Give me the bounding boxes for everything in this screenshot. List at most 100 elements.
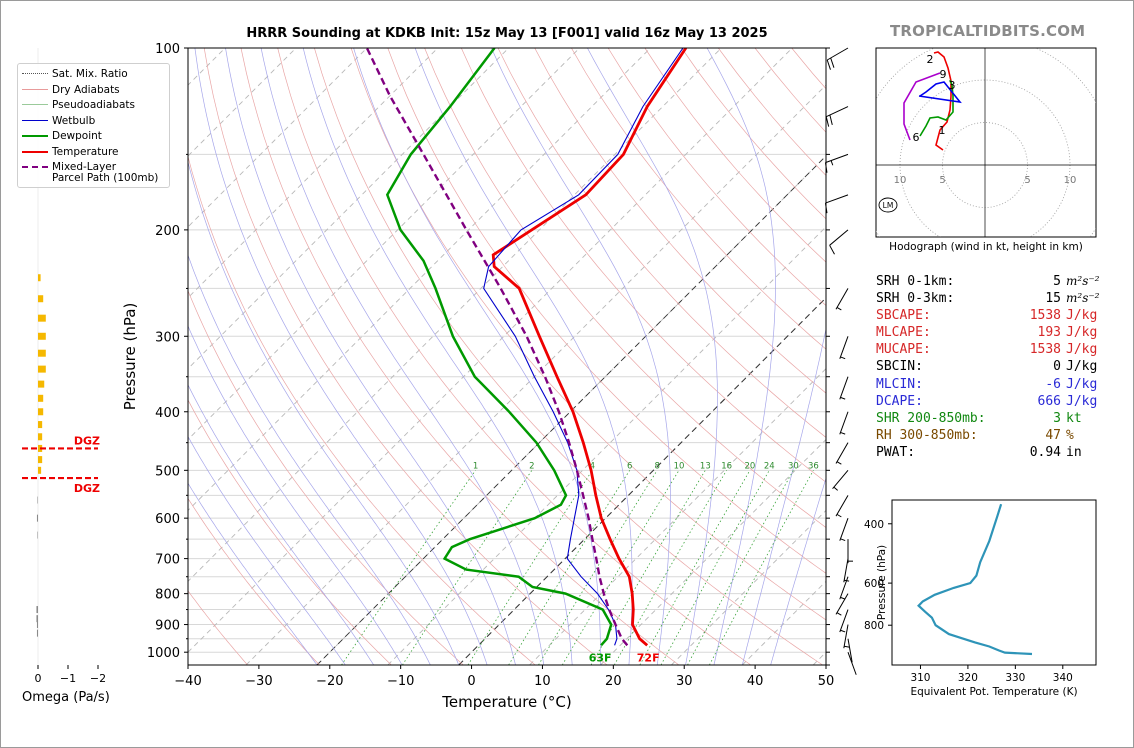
wind-barb-flag [829, 245, 835, 255]
omega-neg-bar [36, 629, 38, 637]
wind-barb-flag [829, 114, 833, 126]
mixing-ratio-label: 8 [654, 461, 659, 471]
y-tick-label: 1000 [147, 646, 180, 661]
brand-watermark: TROPICALTIDBITS.COM [890, 22, 1086, 40]
stat-value: 666 [1037, 393, 1061, 409]
x-tick-label: 0 [467, 674, 475, 689]
skewt-background-lines: 1 2 4 6 8 10 13 16 20 24 30 36 [188, 48, 826, 665]
legend-label: Temperature [52, 145, 119, 158]
stat-label: SRH 0-1km: [876, 274, 955, 289]
wind-barb-flag [826, 59, 831, 70]
hodograph-caption: Hodograph (wind in kt, height in km) [889, 241, 1083, 253]
mixing-ratio-line [709, 470, 814, 665]
stat-unit: m²s⁻² [1066, 274, 1100, 288]
hodograph-lm-marker [878, 197, 898, 213]
omega-bar [38, 365, 46, 373]
stat-label: MUCAPE: [876, 342, 931, 358]
hodograph-plot: 10 5 5 10 293 1 6 LM [876, 48, 1096, 237]
mixing-ratio-label: 20 [745, 461, 756, 471]
omega-bar [38, 408, 44, 416]
hodograph-height-label: 9 [940, 68, 947, 81]
mixing-ratio-label: 1 [473, 461, 478, 471]
wind-barb [835, 288, 849, 311]
stat-unit: in [1066, 444, 1082, 460]
skewt-frame [187, 47, 827, 666]
stat-row: MLCIN: -6 J/kg [876, 376, 1097, 393]
wind-barb-staff [839, 376, 849, 400]
moist-adiabat-line [770, 476, 826, 665]
omega-neg-bar [37, 531, 38, 539]
omega-bar [38, 274, 41, 282]
isotherm-line [387, 226, 826, 665]
x-tick-label: 50 [818, 674, 835, 689]
stat-label: DCAPE: [876, 393, 923, 409]
stat-value: 0.94 [1029, 444, 1061, 460]
legend-swatch [22, 150, 48, 153]
legend-entry: Temperature [18, 145, 169, 159]
isotherm-line [245, 84, 826, 665]
stat-unit: kt [1066, 410, 1082, 426]
mixing-ratio-line [508, 470, 631, 665]
legend-label: Wetbulb [52, 114, 96, 127]
stat-unit: % [1066, 427, 1074, 443]
stat-unit: m²s⁻² [1066, 291, 1100, 306]
wind-barb [839, 411, 849, 435]
omega-bar [38, 314, 46, 322]
stat-row: RH 300-850mb: 47% [876, 427, 1096, 444]
moist-adiabat-line [225, 48, 516, 665]
wind-barb [847, 539, 853, 564]
wind-barb-staff [835, 288, 849, 310]
temperature-line [491, 48, 688, 647]
x-tick-label: 40 [747, 674, 764, 689]
dry-adiabat-line [607, 48, 826, 307]
wind-barb [835, 442, 849, 465]
wind-barb-half [840, 396, 846, 400]
stats-table: SRH 0-1km: 5 m²s⁻² SRH 0-3km: 15 m²s⁻² SBCAPE:… [876, 273, 1100, 461]
y-tick-label: 200 [155, 224, 180, 239]
wind-barb-staff [835, 495, 849, 517]
dgz-top-label: DGZ [74, 434, 100, 447]
legend-swatch [22, 104, 48, 105]
wind-barb-staff [839, 411, 849, 435]
omega-tick-label: −1 [60, 672, 76, 685]
dry-adiabat-line [534, 48, 826, 394]
wind-barb-staff [847, 638, 853, 663]
theta-e-x-tick-label: 320 [958, 672, 978, 684]
theta-e-y-tick-label: 400 [864, 519, 884, 531]
isotherm-line [188, 48, 580, 441]
wind-barb [839, 609, 849, 633]
moist-adiabat-line [188, 384, 374, 665]
hodograph-frame [875, 47, 1097, 238]
omega-axis-label: Omega (Pa/s) [22, 690, 110, 705]
mixing-ratio-label: 4 [590, 461, 595, 471]
wind-barb-flag [825, 116, 830, 127]
wind-barb-staff [825, 194, 849, 204]
moist-adiabat-line [491, 48, 671, 665]
legend-label: Sat. Mix. Ratio [52, 68, 128, 80]
y-tick-label: 800 [155, 588, 180, 603]
x-tick-label: −30 [245, 674, 272, 689]
theta-e-x-tick-label: 310 [910, 672, 930, 684]
omega-bar [38, 349, 46, 357]
isotherm-line [188, 48, 509, 370]
dry-adiabat-line [188, 289, 464, 665]
y-axis-label: Pressure (hPa) [121, 303, 139, 411]
omega-bar [38, 394, 44, 402]
wind-barb [847, 652, 857, 675]
legend-label: Pseudoadiabats [52, 99, 135, 111]
mixing-ratio-label: 36 [808, 461, 819, 471]
hodograph-ring-label: 5 [939, 175, 945, 186]
wind-barb-half [840, 596, 846, 600]
stat-value: 15 [1045, 291, 1061, 307]
wind-barb [847, 638, 853, 663]
hodograph-panel: 10 5 5 10 293 1 6 LM [875, 47, 1097, 238]
moist-adiabat-line [188, 160, 460, 665]
surface-temperature-label: 72F [637, 651, 660, 664]
moist-adiabat-line [706, 48, 776, 665]
wind-barb-staff [825, 153, 849, 164]
moist-adiabat-line [188, 325, 403, 665]
legend-swatch [22, 73, 48, 74]
stat-label: MLCAPE: [876, 325, 931, 341]
y-tick-label: 600 [155, 512, 180, 527]
omega-bar [38, 380, 45, 388]
